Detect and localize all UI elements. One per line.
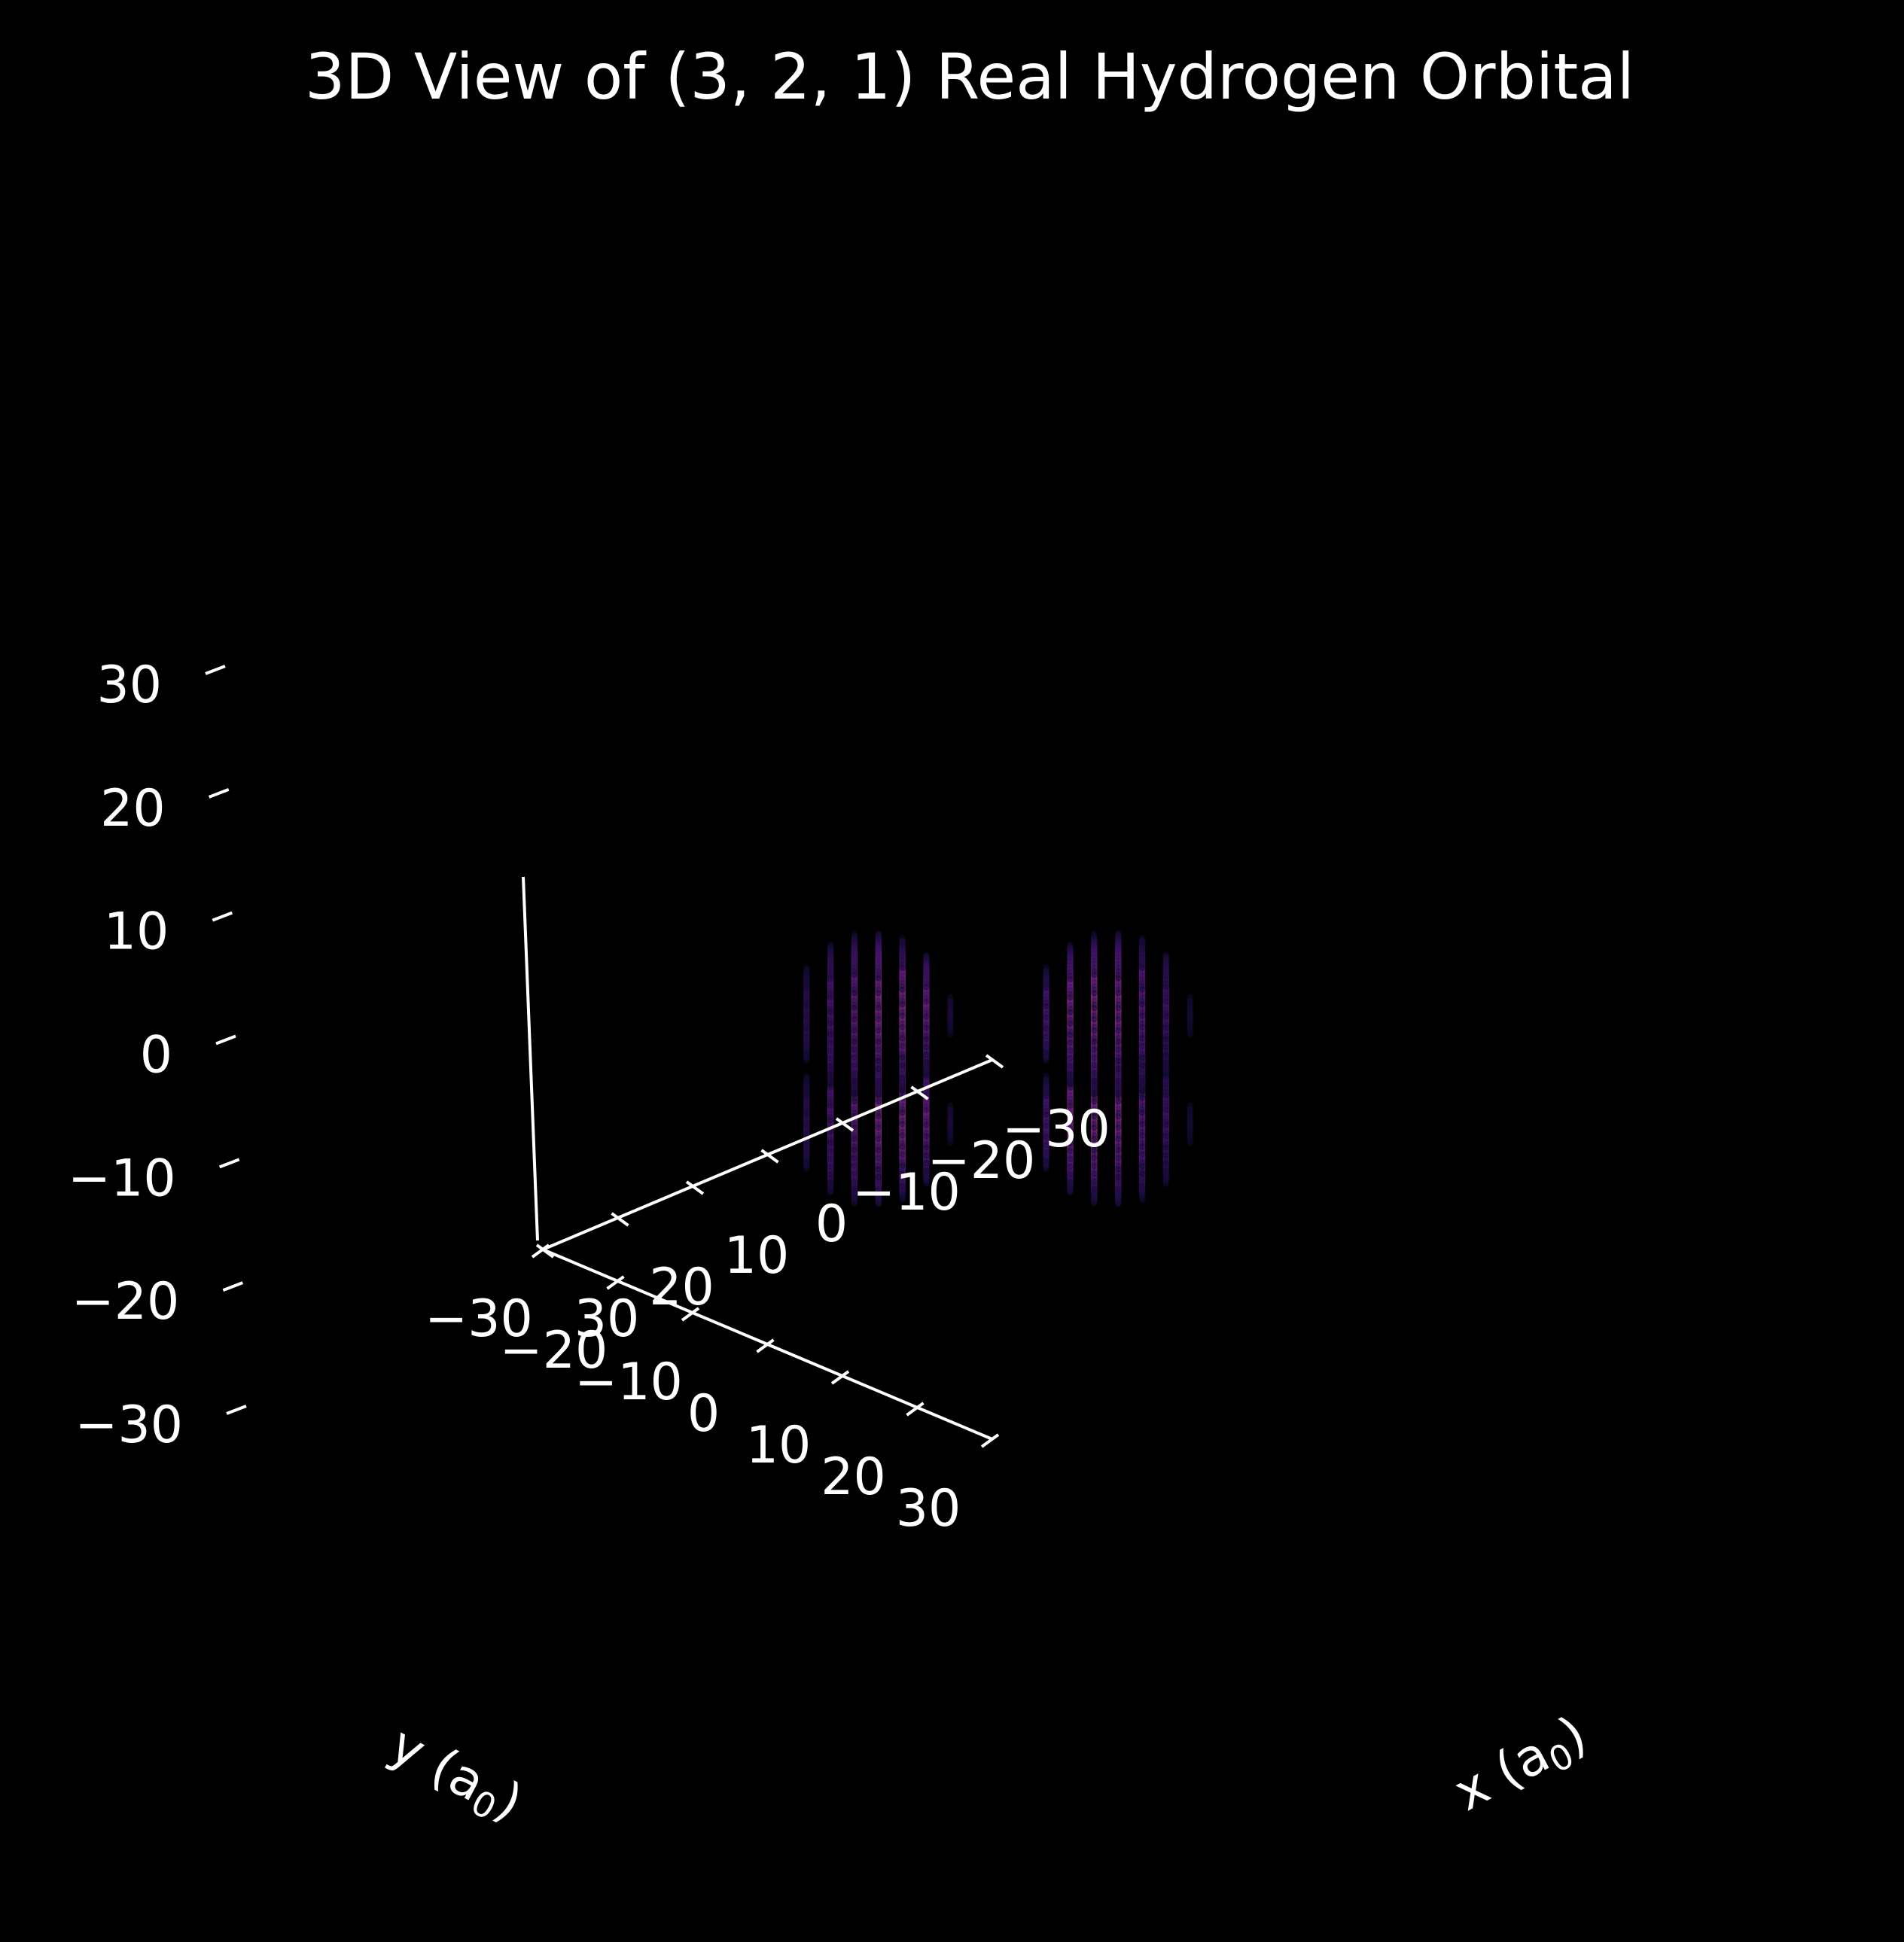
orbital-point	[947, 1004, 954, 1011]
orbital-point	[1187, 1113, 1193, 1119]
orbital-point	[923, 983, 930, 991]
orbital-point	[803, 984, 810, 991]
orbital-point	[1187, 1027, 1193, 1034]
orbital-point	[803, 1092, 810, 1100]
orbital-point	[947, 1113, 954, 1119]
orbital-point	[947, 1019, 954, 1026]
orbital-point	[1187, 1128, 1193, 1134]
orbital-point	[1043, 984, 1049, 991]
chart-title: 3D View of (3, 2, 1) Real Hydrogen Orbit…	[305, 40, 1634, 114]
orbital-point	[1138, 964, 1146, 971]
orbital-point	[1043, 1092, 1049, 1100]
orbital-point	[1067, 976, 1074, 982]
orbital-point	[947, 1027, 954, 1034]
orbital-point	[1187, 1004, 1193, 1011]
scatter-points	[803, 930, 1193, 1207]
orbital-point	[827, 976, 834, 982]
orbital-point	[1187, 1019, 1193, 1026]
orbital-point	[1187, 1135, 1193, 1143]
orbital-point	[1162, 983, 1170, 991]
orbital-point	[899, 964, 906, 971]
